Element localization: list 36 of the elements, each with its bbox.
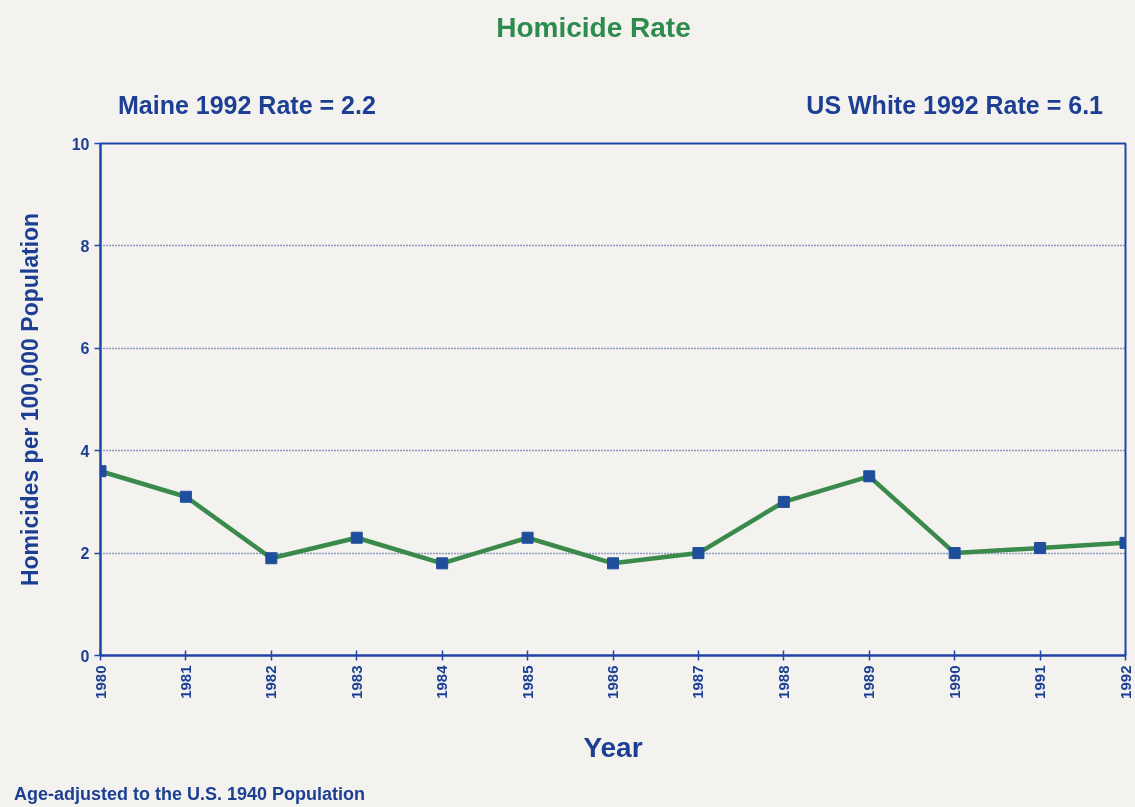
x-tick-label: 1983 — [347, 665, 365, 699]
y-tick-label: 0 — [80, 647, 90, 665]
x-tick-label: 1985 — [518, 665, 536, 699]
point — [350, 531, 363, 544]
x-tick-label: 1987 — [689, 665, 707, 699]
point — [607, 557, 619, 570]
x-tick-label: 1986 — [604, 665, 621, 699]
text: Age-adjusted to the U.S. 1940 Population — [14, 784, 366, 804]
point — [863, 470, 876, 483]
point — [1034, 541, 1047, 554]
y-axis-title: Homicides per 100,000 Population — [16, 212, 43, 587]
x-tick-label: 1992 — [1116, 665, 1134, 699]
x-tick-label: 1989 — [860, 665, 878, 699]
text: US White 1992 Rate = 6.1 — [806, 91, 1103, 119]
y-tick-label: 10 — [71, 135, 90, 153]
point — [179, 490, 192, 503]
x-tick-label: 1990 — [945, 665, 963, 699]
x-tick-label: 1984 — [433, 664, 451, 699]
y-tick-label: 4 — [80, 442, 90, 460]
y-tick-label: 8 — [80, 237, 90, 255]
point — [777, 495, 790, 508]
point — [948, 547, 961, 560]
y-tick-label: 2 — [80, 545, 90, 563]
x-tick-label: 1991 — [1031, 665, 1049, 699]
point — [436, 557, 449, 570]
text: Maine 1992 Rate = 2.2 — [118, 91, 376, 119]
chart-title: Homicide Rate — [496, 12, 691, 44]
point — [692, 547, 705, 560]
point — [521, 531, 534, 544]
y-tick-label: 6 — [80, 340, 90, 358]
x-tick-label: 1981 — [176, 665, 194, 699]
point — [265, 552, 278, 565]
x-tick-label: 1980 — [91, 665, 109, 699]
x-tick-label: 1982 — [262, 665, 280, 699]
x-axis-title: Year — [583, 731, 643, 763]
x-tick-label: 1988 — [774, 665, 792, 699]
